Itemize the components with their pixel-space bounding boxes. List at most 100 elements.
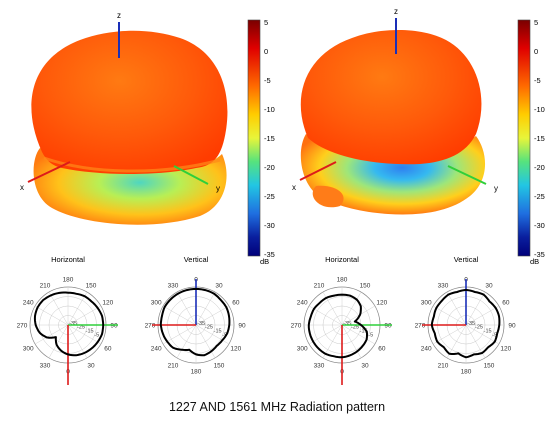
polar-spoke bbox=[48, 291, 69, 326]
polar-angle-label: 120 bbox=[102, 300, 113, 307]
polar-spoke bbox=[432, 305, 467, 326]
polar-horizontal-1227: Horizontal180150120906030033030027024021… bbox=[17, 255, 118, 385]
polar-spoke bbox=[176, 291, 197, 326]
polar-angle-label: 210 bbox=[40, 283, 51, 290]
colorbar-tick-label: -35 bbox=[534, 250, 545, 259]
pattern-curve bbox=[159, 287, 231, 357]
polar-angle-label: 30 bbox=[215, 283, 223, 290]
polar-spoke bbox=[432, 324, 467, 345]
colorbar-tick-label: -15 bbox=[534, 134, 545, 143]
polar-spoke bbox=[67, 291, 88, 326]
polar-ring-label: -35 bbox=[467, 321, 475, 327]
polar-spoke bbox=[308, 324, 343, 345]
polar-angle-label: 30 bbox=[87, 362, 95, 369]
polar-ring-label: -25 bbox=[351, 325, 359, 331]
polar-vertical-1227: Vertical0306090120150180210240270300330-… bbox=[145, 255, 246, 376]
polar-angle-label: 300 bbox=[23, 346, 34, 353]
colorbar-tick-label: -20 bbox=[264, 163, 275, 172]
polar-angle-label: 180 bbox=[63, 277, 74, 284]
polar-angle-label: 30 bbox=[361, 362, 369, 369]
colorbar-tick-label: 5 bbox=[534, 18, 538, 27]
polar-angle-label: 240 bbox=[297, 300, 308, 307]
polar-angle-label: 300 bbox=[297, 346, 308, 353]
polar-spoke bbox=[465, 305, 500, 326]
polar-angle-label: 90 bbox=[110, 323, 118, 330]
polar-angle-label: 60 bbox=[104, 346, 112, 353]
polar-spoke bbox=[322, 324, 343, 359]
polar-angle-label: 180 bbox=[461, 369, 472, 376]
polar-spoke bbox=[465, 291, 486, 326]
polar-spoke bbox=[195, 324, 230, 345]
polar-spoke bbox=[341, 305, 376, 326]
polar-angle-label: 330 bbox=[168, 283, 179, 290]
polar-angle-label: 120 bbox=[376, 300, 387, 307]
polar-angle-label: 330 bbox=[438, 283, 449, 290]
polar-angle-label: 150 bbox=[484, 362, 495, 369]
polar-angle-label: 300 bbox=[421, 300, 432, 307]
polar-plots: Horizontal 180 150 120 90 60 300 330 300 270 240 21… bbox=[17, 255, 516, 385]
pattern-curve bbox=[430, 288, 501, 359]
polar-title: Horizontal bbox=[325, 255, 359, 264]
polar-angle-label: 270 bbox=[145, 323, 156, 330]
polar-angle-label: 240 bbox=[23, 300, 34, 307]
colorbar-tick-label: -10 bbox=[534, 105, 545, 114]
colorbar-tick-label: -15 bbox=[264, 134, 275, 143]
polar-spoke bbox=[162, 305, 197, 326]
polar-horizontal-1561: Horizontal180150120906030033030027024021… bbox=[291, 255, 392, 385]
polar-angle-label: 60 bbox=[232, 300, 240, 307]
colorbar-left: 5 0 -5 -10 -15 -20 -25 -30 -35 dB bbox=[247, 18, 275, 266]
polar-spoke bbox=[195, 324, 216, 359]
polar-angle-label: 60 bbox=[502, 300, 510, 307]
colorbar-tick-label: 0 bbox=[264, 47, 268, 56]
polar-title: Vertical bbox=[184, 255, 209, 264]
polar-vertical-1561: Vertical0306090120150180210240270300330-… bbox=[415, 255, 516, 376]
3d-pattern-1227: z x y bbox=[20, 11, 228, 225]
colorbar-ticks: 5 0 -5 -10 -15 -20 -25 -30 -35 bbox=[264, 18, 275, 259]
polar-angle-label: 270 bbox=[291, 323, 302, 330]
polar-ring-label: -35 bbox=[343, 321, 351, 327]
polar-ring-label: -35 bbox=[197, 321, 205, 327]
pattern-curve bbox=[33, 291, 105, 357]
polar-ring-label: -15 bbox=[214, 329, 222, 335]
3d-pattern-1561: z x y bbox=[292, 7, 498, 215]
y-axis-line bbox=[447, 165, 487, 185]
colorbar-tick-label: 0 bbox=[534, 47, 538, 56]
polar-spoke bbox=[195, 291, 216, 326]
colorbar-tick-label: 5 bbox=[264, 18, 268, 27]
radiation-figure: z x y 5 0 -5 -10 -15 -20 -25 -30 -35 dB z x y 5 0… bbox=[17, 7, 545, 385]
polar-spoke bbox=[176, 324, 197, 359]
colorbar-tick-label: -35 bbox=[264, 250, 275, 259]
polar-angle-label: 300 bbox=[151, 300, 162, 307]
colorbar-tick-label: -10 bbox=[264, 105, 275, 114]
colorbar-ticks: 5 0 -5 -10 -15 -20 -25 -30 -35 bbox=[534, 18, 545, 259]
figure-caption: 1227 AND 1561 MHz Radiation pattern bbox=[168, 400, 386, 414]
polar-angle-label: 60 bbox=[378, 346, 386, 353]
colorbar-tick-label: -30 bbox=[534, 221, 545, 230]
polar-angle-label: 150 bbox=[360, 283, 371, 290]
polar-angle-label: 120 bbox=[230, 346, 241, 353]
polar-angle-label: 180 bbox=[337, 277, 348, 284]
x-axis-line bbox=[27, 161, 71, 183]
polar-ring-label: -25 bbox=[205, 325, 213, 331]
polar-angle-label: 330 bbox=[40, 362, 51, 369]
polar-ring-label: -5 bbox=[94, 333, 99, 339]
polar-spoke bbox=[341, 291, 362, 326]
polar-angle-label: 210 bbox=[168, 362, 179, 369]
polar-angle-label: 30 bbox=[485, 283, 493, 290]
polar-angle-label: 90 bbox=[508, 323, 516, 330]
polar-title: Horizontal bbox=[51, 255, 85, 264]
polar-angle-label: 90 bbox=[384, 323, 392, 330]
colorbar-tick-label: -25 bbox=[534, 192, 545, 201]
colorbar-tick-label: -25 bbox=[264, 192, 275, 201]
y-axis-label: y bbox=[494, 184, 498, 193]
x-axis-label: x bbox=[292, 183, 296, 192]
polar-spoke bbox=[162, 324, 197, 345]
polar-angle-label: 120 bbox=[500, 346, 511, 353]
polar-angle-label: 270 bbox=[17, 323, 28, 330]
polar-spoke bbox=[34, 324, 69, 345]
polar-ring-label: -15 bbox=[360, 329, 368, 335]
polar-spoke bbox=[341, 324, 376, 345]
polar-spoke bbox=[465, 324, 500, 345]
pattern-curve bbox=[307, 293, 368, 359]
polar-ring-label: -25 bbox=[475, 325, 483, 331]
